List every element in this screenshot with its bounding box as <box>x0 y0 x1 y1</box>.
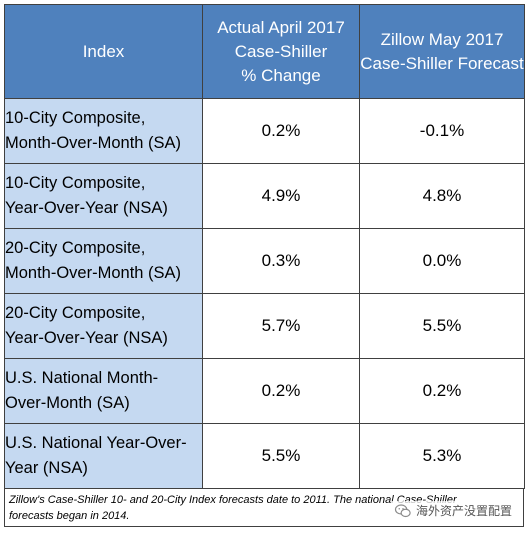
header-zillow-forecast: Zillow May 2017 Case-Shiller Forecast <box>359 4 525 99</box>
watermark-text: 海外资产没置配置 <box>415 504 512 518</box>
table-row: U.S. National Month- Over-Month (SA) 0.2… <box>4 358 525 424</box>
row-label-line: Year-Over-Year (NSA) <box>5 329 168 347</box>
footnote: Zillow's Case-Shiller 10- and 20-City In… <box>4 489 524 527</box>
table-row: 20-City Composite, Month-Over-Month (SA)… <box>4 228 525 294</box>
actual-value: 5.5% <box>202 423 360 489</box>
header-index-line: Index <box>82 41 125 61</box>
table-row: 10-City Composite, Month-Over-Month (SA)… <box>4 98 525 164</box>
row-label: 10-City Composite, Month-Over-Month (SA) <box>4 98 203 164</box>
row-label-line: Over-Month (SA) <box>5 394 130 412</box>
row-label-line: Month-Over-Month (SA) <box>5 134 182 152</box>
row-label: 20-City Composite, Year-Over-Year (NSA) <box>4 293 203 359</box>
forecast-value: 4.8% <box>359 163 525 229</box>
forecast-value: 5.3% <box>359 423 525 489</box>
table-row: U.S. National Year-Over- Year (NSA) 5.5%… <box>4 423 525 489</box>
row-label-line: Year-Over-Year (NSA) <box>5 199 168 217</box>
header-actual-line-2: Case-Shiller <box>234 41 328 61</box>
footnote-line: Zillow's Case-Shiller 10- and 20-City In… <box>9 494 457 506</box>
table-row: 10-City Composite, Year-Over-Year (NSA) … <box>4 163 525 229</box>
actual-value: 0.2% <box>202 98 360 164</box>
forecast-value: 5.5% <box>359 293 525 359</box>
row-label: 10-City Composite, Year-Over-Year (NSA) <box>4 163 203 229</box>
row-label-line: Month-Over-Month (SA) <box>5 264 182 282</box>
forecast-value: -0.1% <box>359 98 525 164</box>
row-label-line: U.S. National Year-Over- <box>5 434 187 452</box>
forecast-value: 0.2% <box>359 358 525 424</box>
actual-value: 0.3% <box>202 228 360 294</box>
header-forecast-line-1: Zillow May 2017 <box>380 29 504 49</box>
row-label-line: 10-City Composite, <box>5 174 146 192</box>
row-label: U.S. National Month- Over-Month (SA) <box>4 358 203 424</box>
forecast-value: 0.0% <box>359 228 525 294</box>
header-index: Index <box>4 4 203 99</box>
row-label-line: 10-City Composite, <box>5 109 146 127</box>
row-label: U.S. National Year-Over- Year (NSA) <box>4 423 203 489</box>
actual-value: 4.9% <box>202 163 360 229</box>
header-row: Index Actual April 2017 Case-Shiller % C… <box>4 4 525 99</box>
case-shiller-forecast-sheet: Index Actual April 2017 Case-Shiller % C… <box>4 4 525 527</box>
watermark: 海外资产没置配置 <box>390 501 515 521</box>
header-forecast-line-2: Case-Shiller Forecast <box>360 53 524 73</box>
row-label: 20-City Composite, Month-Over-Month (SA) <box>4 228 203 294</box>
row-label-line: U.S. National Month- <box>5 369 159 387</box>
row-label-line: Year (NSA) <box>5 459 88 477</box>
header-actual-line-1: Actual April 2017 <box>217 17 345 37</box>
row-label-line: 20-City Composite, <box>5 239 146 257</box>
row-label-line: 20-City Composite, <box>5 304 146 322</box>
header-actual-line-3: % Change <box>241 65 321 85</box>
table-row: 20-City Composite, Year-Over-Year (NSA) … <box>4 293 525 359</box>
footnote-line: forecasts began in 2014. <box>9 510 130 522</box>
actual-value: 0.2% <box>202 358 360 424</box>
wechat-icon <box>394 504 411 518</box>
header-actual-april: Actual April 2017 Case-Shiller % Change <box>202 4 360 99</box>
case-shiller-table: Index Actual April 2017 Case-Shiller % C… <box>4 4 525 489</box>
actual-value: 5.7% <box>202 293 360 359</box>
